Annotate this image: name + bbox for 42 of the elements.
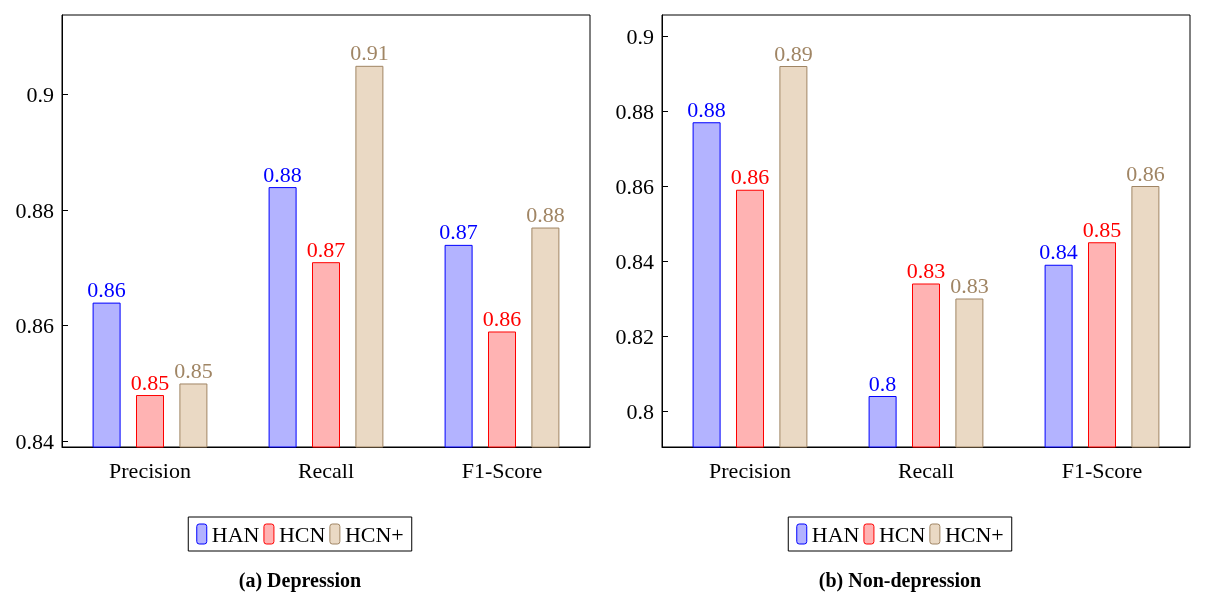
data-label: 0.85 [174, 357, 213, 383]
data-label: 0.84 [1039, 239, 1078, 265]
legend-label: HAN [811, 521, 860, 547]
data-label: 0.87 [306, 236, 346, 262]
data-label: 0.86 [87, 277, 126, 303]
data-label: 0.91 [350, 40, 389, 66]
data-label: 0.88 [526, 202, 565, 228]
x-tick-label: F1-Score [1061, 457, 1143, 483]
legend-label: HAN [211, 521, 260, 547]
data-label: 0.88 [263, 161, 302, 187]
y-tick-label: 0.9 [26, 82, 54, 108]
y-tick-label: 0.8 [626, 398, 654, 424]
data-label: 0.88 [687, 96, 726, 122]
legend-label: HCN+ [944, 521, 1004, 547]
legend-label: HCN [278, 521, 326, 547]
data-label: 0.83 [906, 258, 946, 283]
x-tick-label: Recall [897, 457, 955, 483]
legend-label: HCN [878, 521, 926, 547]
data-label: 0.83 [950, 273, 989, 298]
data-label: 0.86 [1126, 160, 1165, 186]
y-tick-label: 0.84 [615, 248, 654, 274]
y-tick-label: 0.9 [626, 23, 654, 49]
legend-label: HCN+ [344, 521, 404, 547]
x-tick-label: F1-Score [461, 457, 543, 483]
data-label: 0.85 [130, 369, 170, 395]
data-label: 0.89 [774, 40, 813, 66]
data-label: 0.86 [730, 164, 770, 190]
x-tick-label: Precision [709, 457, 791, 483]
data-label: 0.85 [1082, 216, 1122, 242]
text: (a) Depression [238, 569, 362, 592]
data-label: 0.87 [439, 219, 478, 245]
y-tick-label: 0.88 [615, 98, 654, 124]
data-label: 0.8 [868, 370, 897, 396]
y-tick-label: 0.82 [615, 323, 654, 349]
data-label: 0.86 [482, 305, 522, 331]
y-tick-label: 0.86 [15, 313, 54, 339]
x-tick-label: Precision [109, 457, 191, 483]
y-tick-label: 0.84 [15, 428, 54, 454]
text: (b) Non-depression [818, 569, 982, 592]
y-tick-label: 0.88 [15, 197, 54, 223]
y-tick-label: 0.86 [615, 173, 654, 199]
x-tick-label: Recall [297, 457, 355, 483]
